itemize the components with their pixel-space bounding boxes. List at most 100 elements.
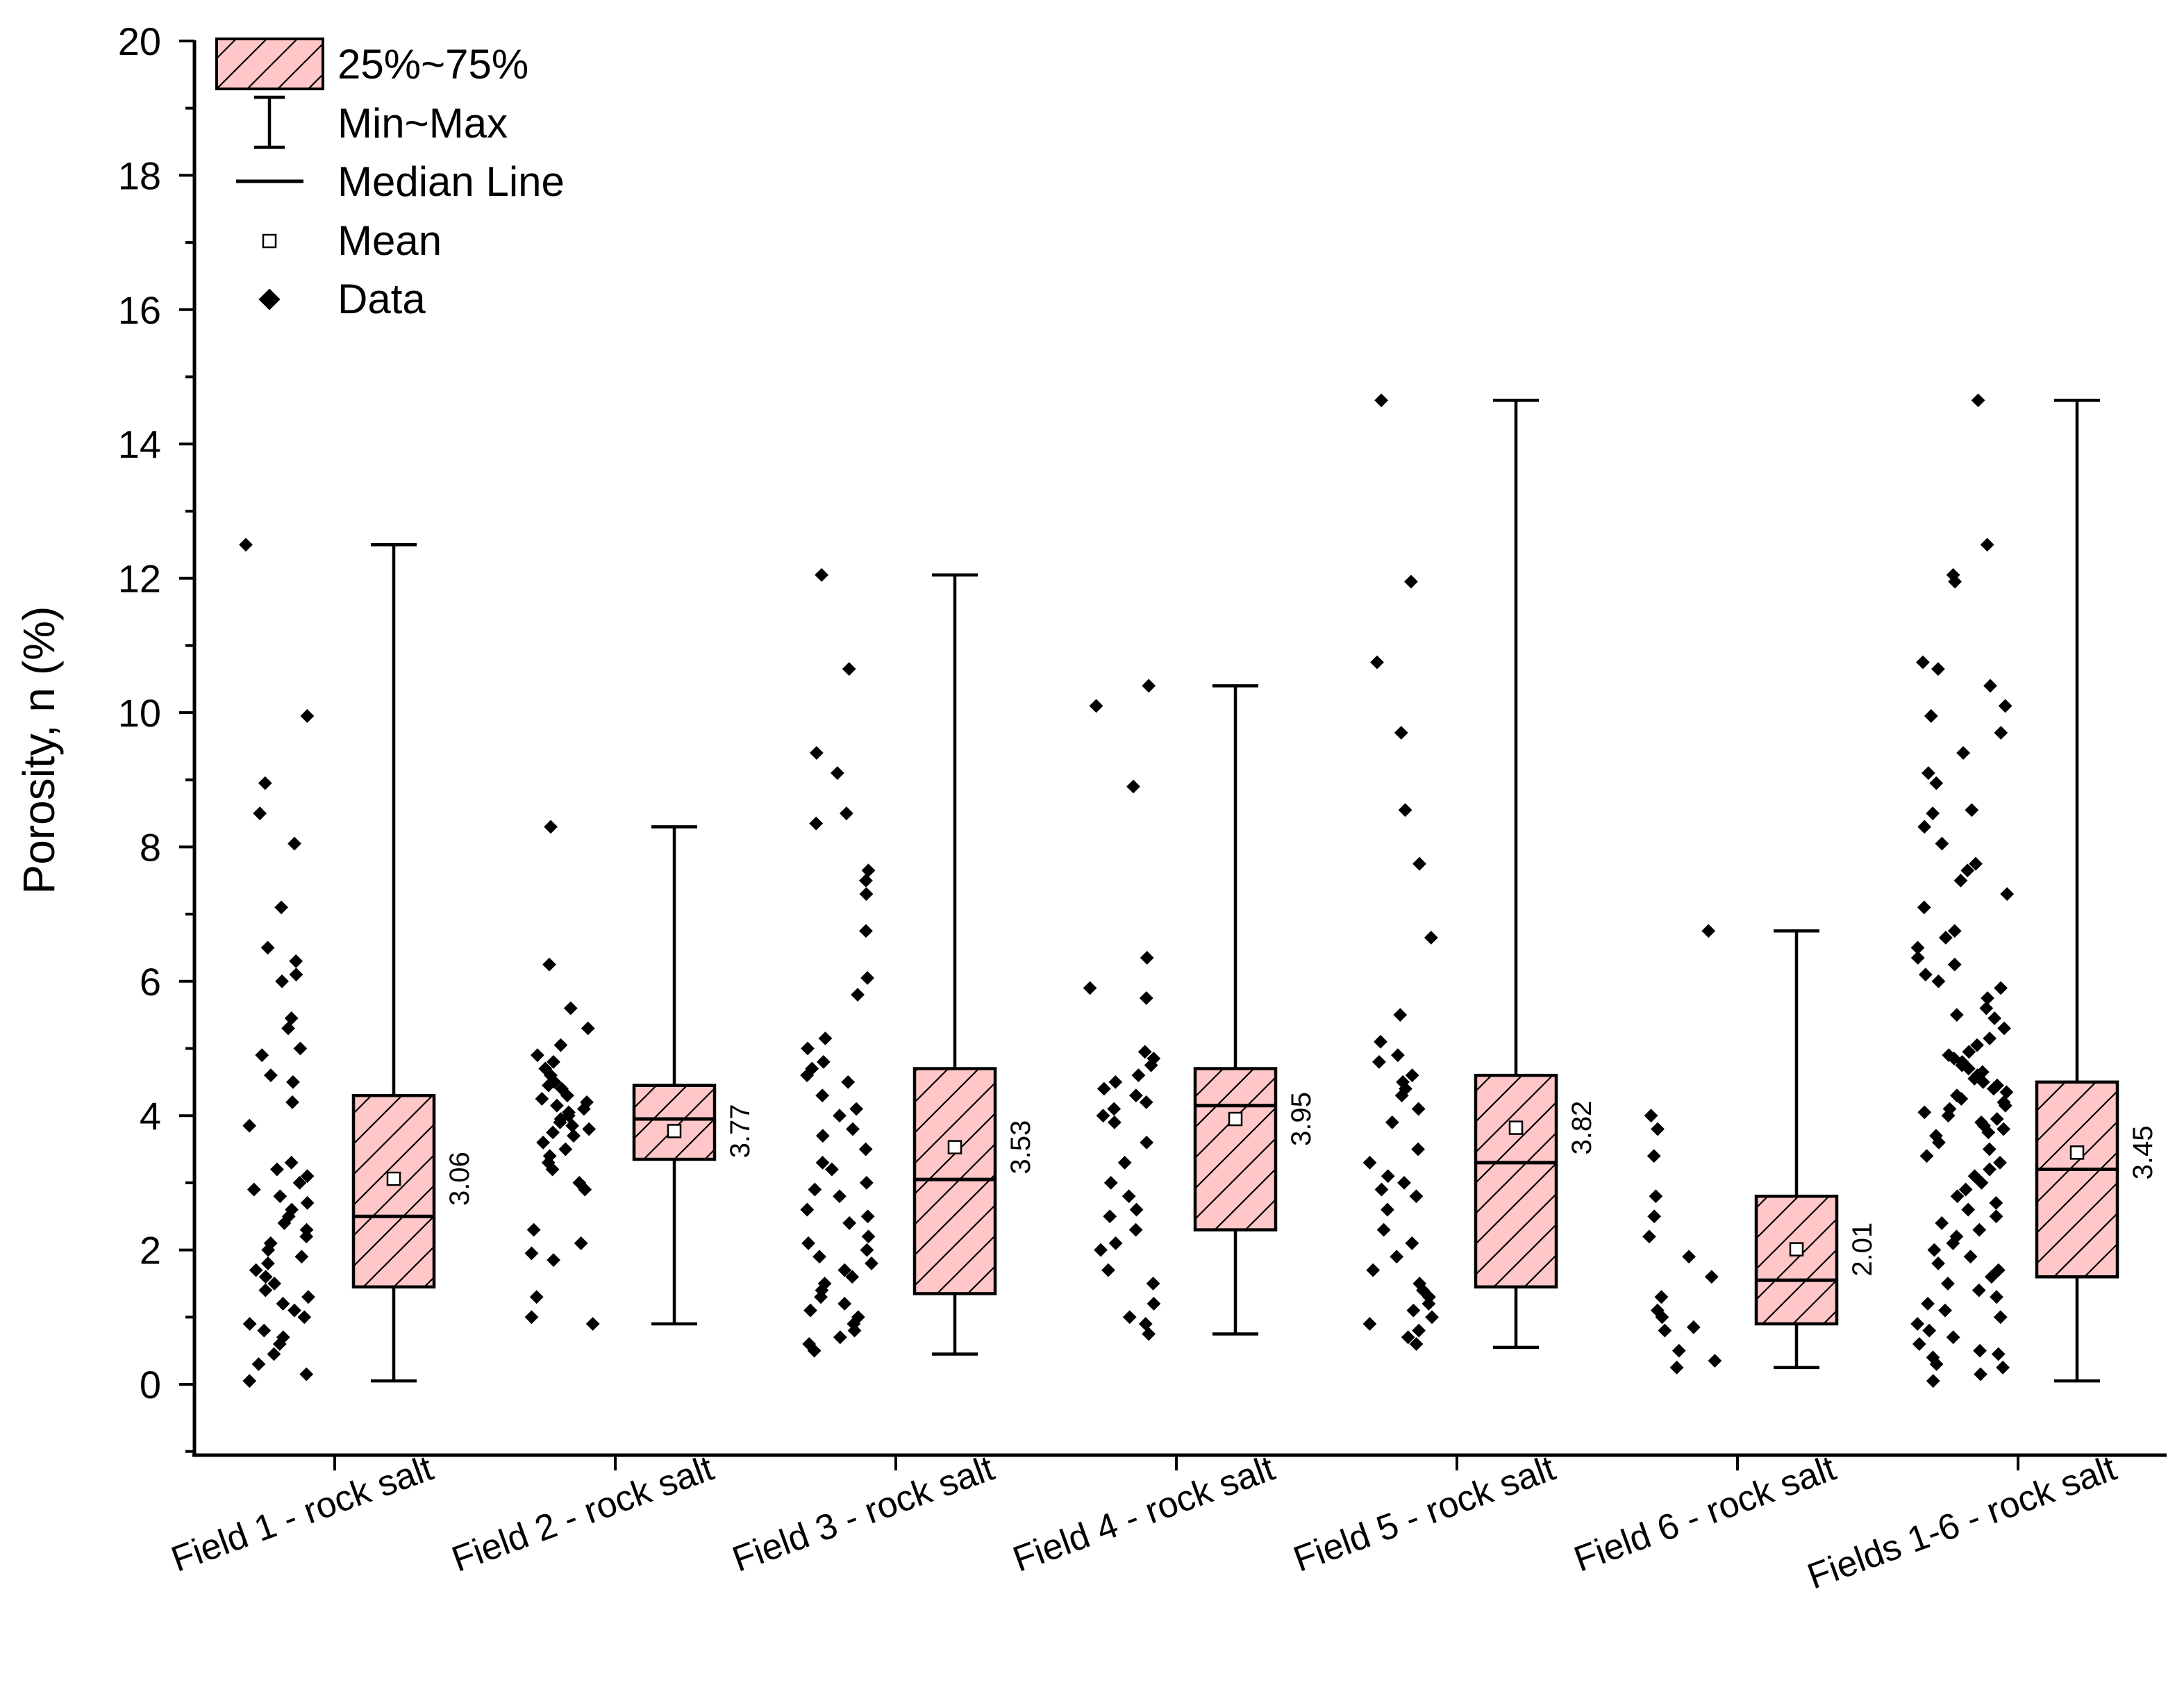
data-point <box>260 1256 275 1270</box>
y-axis-title: Porosity, n (%) <box>14 606 64 895</box>
data-point <box>1974 1176 1989 1190</box>
data-point <box>1394 1088 1409 1103</box>
data-point <box>300 1196 315 1210</box>
data-point <box>1374 393 1389 408</box>
data-point <box>1140 951 1154 965</box>
data-point <box>1946 1236 1960 1250</box>
x-axis-ticks: Field 1 - rock salt Field 2 - rock salt Fi… <box>166 1448 2122 1598</box>
data-point <box>841 1075 856 1089</box>
data-point <box>1927 1243 1942 1257</box>
data-point <box>1962 1045 1976 1059</box>
data-point <box>1126 779 1140 794</box>
data-point <box>251 1357 266 1371</box>
y-tick-label: 12 <box>118 557 161 601</box>
data-point <box>1912 1337 1926 1351</box>
data-point <box>1686 1320 1701 1334</box>
data-point <box>545 1162 560 1177</box>
data-point <box>809 746 824 760</box>
legend-label-median: Median Line <box>337 158 565 205</box>
data-point <box>1946 1330 1960 1345</box>
data-point <box>1999 1085 2014 1100</box>
data-point <box>530 1048 544 1063</box>
data-point <box>1103 1209 1117 1224</box>
data-point <box>1362 1317 1377 1331</box>
data-point <box>546 1125 560 1140</box>
data-points-group <box>1362 393 1439 1351</box>
data-point <box>1948 574 1962 589</box>
data-point <box>1996 1360 2010 1375</box>
data-point <box>270 1162 284 1177</box>
mean-value-label: 3.95 <box>1286 1092 1317 1146</box>
data-point <box>1139 1095 1153 1109</box>
data-point <box>1390 1250 1404 1264</box>
data-point <box>833 1189 847 1204</box>
data-point <box>300 1169 315 1184</box>
data-point <box>563 1001 578 1015</box>
data-point <box>1938 1303 1952 1318</box>
data-point <box>294 1250 309 1264</box>
data-point <box>1917 820 1932 834</box>
data-point <box>1986 1081 2001 1096</box>
data-point <box>1963 1250 1978 1264</box>
data-point <box>1931 662 1945 677</box>
data-point <box>257 1323 272 1338</box>
data-point <box>2000 887 2015 901</box>
data-point <box>292 1176 307 1190</box>
x-tick-label: Field 2 - rock salt <box>447 1448 719 1580</box>
data-point <box>830 766 844 780</box>
data-point <box>1411 1102 1426 1116</box>
data-point <box>1969 856 1983 871</box>
data-point <box>1987 1011 2002 1025</box>
data-point <box>1138 1317 1153 1331</box>
data-point <box>281 1021 295 1036</box>
data-point <box>267 1347 281 1361</box>
legend-data-swatch <box>258 288 281 310</box>
data-point <box>1649 1189 1663 1204</box>
data-point <box>1922 1323 1937 1338</box>
data-point <box>814 1290 828 1304</box>
data-point <box>1919 1149 1934 1163</box>
y-tick-label: 8 <box>140 825 161 869</box>
data-point <box>1949 1008 1964 1022</box>
data-point <box>1960 863 1975 878</box>
data-point <box>249 1263 263 1277</box>
data-point <box>812 1250 826 1264</box>
data-point <box>815 1155 830 1170</box>
data-point <box>1929 1357 1944 1371</box>
mean-value-label: 3.77 <box>725 1104 756 1159</box>
data-point <box>1994 981 2008 995</box>
iqr-box-outline <box>632 1084 717 1161</box>
data-point <box>1654 1290 1669 1304</box>
data-point <box>299 1229 314 1244</box>
x-tick-label: Field 1 - rock salt <box>166 1448 438 1580</box>
data-point <box>1140 1135 1154 1150</box>
data-point <box>809 816 824 831</box>
x-tick-label: Field 5 - rock salt <box>1288 1448 1560 1580</box>
data-point <box>253 806 267 820</box>
data-point <box>1370 655 1384 670</box>
data-point <box>1701 924 1716 938</box>
data-point <box>297 1310 312 1325</box>
legend-whisker-swatch <box>254 95 285 149</box>
data-point <box>1094 1243 1108 1257</box>
data-point <box>1708 1354 1722 1368</box>
data-point <box>1142 1327 1156 1341</box>
data-point <box>1139 991 1153 1005</box>
x-tick-label: Fields 1-6 - rock salt <box>1802 1448 2122 1598</box>
data-point <box>578 1182 592 1197</box>
data-point <box>524 1310 539 1325</box>
data-point <box>1647 1209 1662 1224</box>
data-point <box>1103 1176 1118 1190</box>
data-point <box>1101 1263 1115 1277</box>
data-point <box>1941 1109 1956 1123</box>
data-point <box>299 1367 314 1382</box>
data-point <box>1372 1054 1386 1069</box>
data-point <box>1374 1034 1387 1049</box>
data-point <box>1122 1189 1136 1204</box>
data-point <box>1918 968 1933 982</box>
data-point <box>860 971 875 985</box>
iqr-box-outline <box>1193 1067 1278 1231</box>
data-point <box>1651 1122 1665 1136</box>
data-point <box>1993 1155 2007 1170</box>
